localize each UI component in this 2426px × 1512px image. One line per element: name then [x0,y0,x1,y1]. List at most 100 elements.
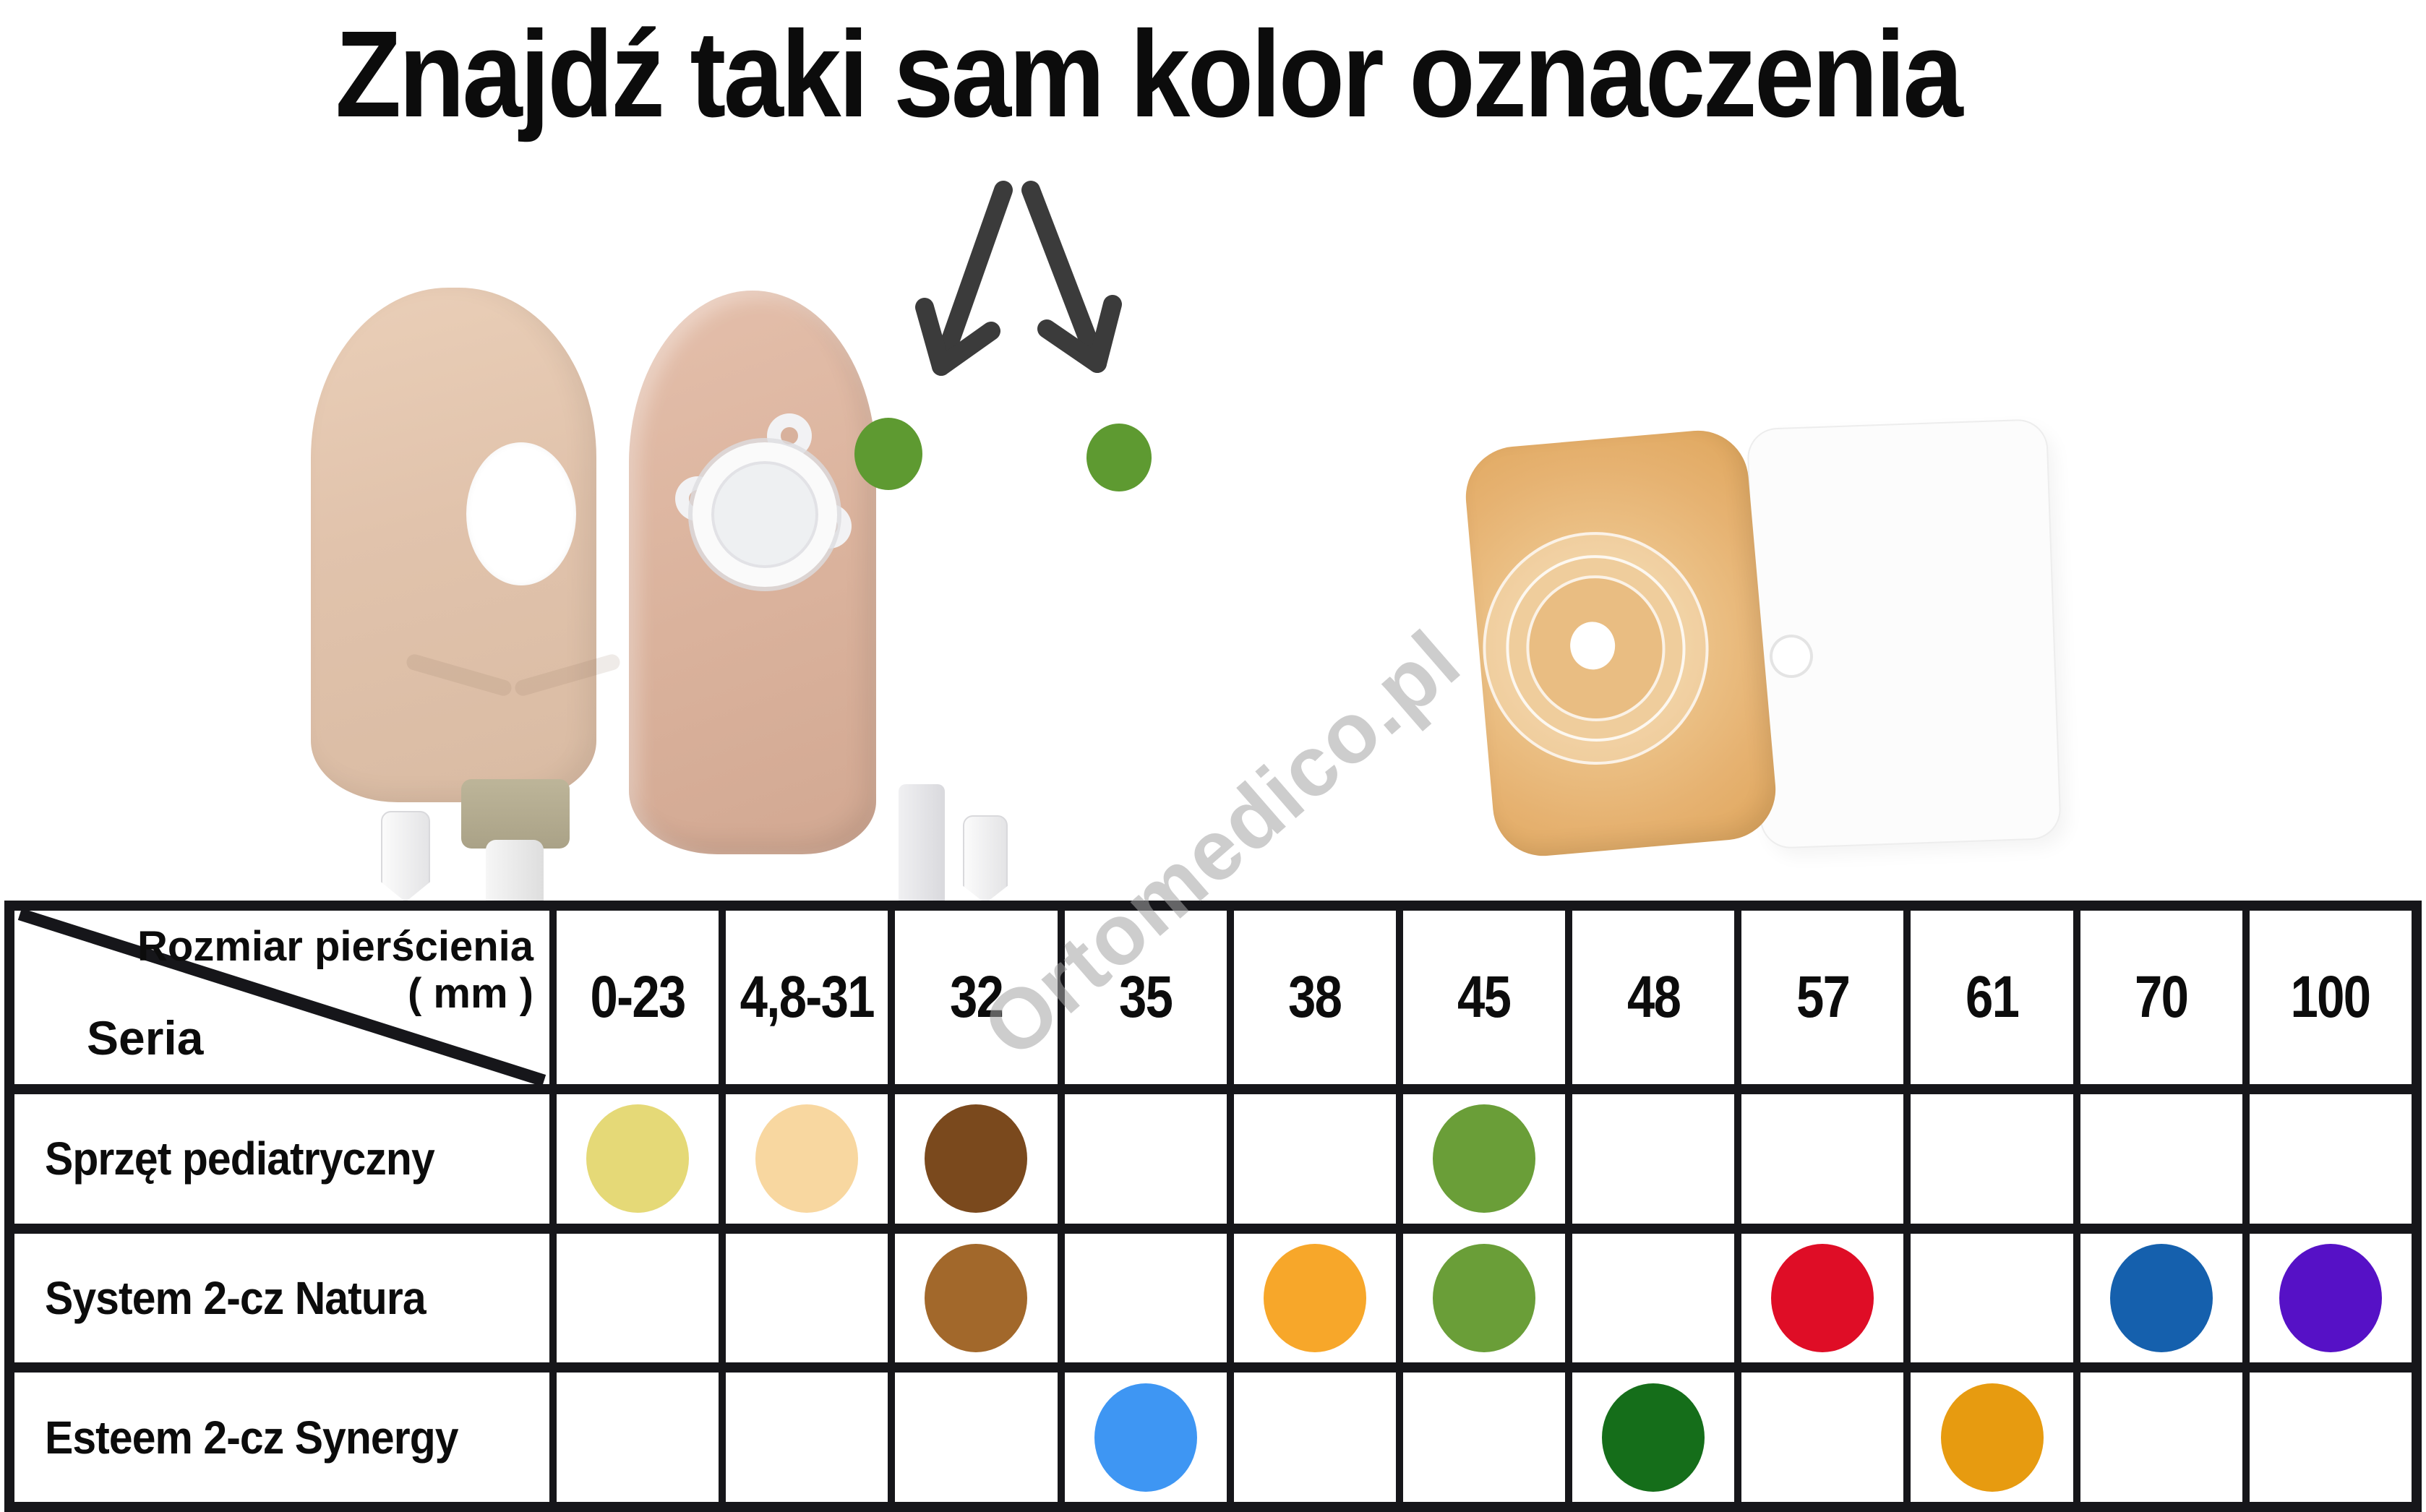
left-arrow-icon [932,181,1013,376]
empty-cell [2080,1373,2242,1502]
empty-cell [557,1233,719,1363]
right-arrow-icon [1021,181,1107,373]
col-header-text: 100 [2290,964,2372,1030]
color-cell-38 [1233,1233,1396,1363]
col-header-text: 45 [1457,964,1512,1030]
color-cell-61 [1911,1373,2073,1502]
col-header-0-23: 0-23 [557,911,719,1084]
color-cell-4,8-31 [726,1094,888,1224]
col-header-45: 45 [1402,911,1566,1084]
corner-top-label: Rozmiar pierścienia ( mm ) [137,923,533,1018]
ring-size-unit: ( mm ) [408,969,533,1017]
col-header-text: 61 [1965,964,2020,1030]
release-paper-hole [1770,635,1813,678]
pouch-drain-collar [461,779,570,849]
empty-cell [1064,1094,1227,1224]
empty-cell [1233,1094,1396,1224]
color-dot [2109,1243,2213,1352]
series-label: Seria [87,1011,204,1065]
empty-cell [2249,1373,2412,1502]
empty-cell [1911,1094,2073,1224]
empty-cell [1911,1233,2073,1363]
drain-connector [963,815,1008,903]
col-header-70: 70 [2080,911,2242,1084]
color-dot [2279,1243,2382,1352]
empty-cell [2080,1094,2242,1224]
empty-cell [1572,1094,1735,1224]
drain-connector [381,811,430,902]
color-dot [1094,1383,1197,1492]
color-dot [1432,1104,1535,1214]
col-header-text: 4,8-31 [740,964,875,1030]
col-header-32: 32 [895,911,1058,1084]
col-header-4,8-31: 4,8-31 [726,911,888,1084]
page-title: Znajdź taki sam kolor oznaczenia [335,6,1963,143]
empty-cell [1233,1373,1396,1502]
color-dot [925,1104,1028,1214]
left-arrowhead-icon [915,298,1000,376]
color-cell-45 [1402,1094,1566,1224]
empty-cell [1741,1094,1904,1224]
color-cell-35 [1064,1373,1227,1502]
color-cell-100 [2249,1233,2412,1363]
green-color-marker-right [1086,424,1152,491]
color-dot [1602,1383,1705,1492]
col-header-35: 35 [1064,911,1227,1084]
col-header-text: 38 [1288,964,1342,1030]
corner-diagonal-line [14,911,549,1084]
green-color-marker-left [854,418,922,490]
row-label-text: Esteem 2-cz Synergy [45,1411,459,1464]
row-label: Esteem 2-cz Synergy [14,1373,549,1502]
color-dot [755,1104,859,1214]
color-cell-0-23 [557,1094,719,1224]
pouch-flange-ring [693,442,837,587]
color-cell-32 [895,1233,1058,1363]
empty-cell [1741,1373,1904,1502]
color-cell-48 [1572,1373,1735,1502]
col-header-text: 70 [2135,964,2189,1030]
col-header-57: 57 [1741,911,1904,1084]
color-cell-70 [2080,1233,2242,1363]
row-label: Sprzęt pediatryczny [14,1094,549,1224]
empty-cell [557,1373,719,1502]
empty-cell [895,1373,1058,1502]
color-dot [1263,1243,1366,1352]
pouch-drain-stem [899,784,945,920]
row-label-text: System 2-cz Natura [45,1271,427,1324]
col-header-text: 32 [949,964,1004,1030]
pointer-arrows [915,181,1122,376]
col-header-text: 0-23 [590,964,687,1030]
row-label-text: Sprzęt pediatryczny [45,1133,435,1185]
release-paper [1748,419,2060,849]
col-header-text: 35 [1118,964,1173,1030]
empty-cell [726,1233,888,1363]
pouch-weld-chevron [405,647,622,697]
color-dot [1940,1383,2044,1492]
color-cell-32 [895,1094,1058,1224]
color-dot [586,1104,690,1214]
ring-size-label: Rozmiar pierścienia [137,923,533,970]
color-dot [925,1243,1028,1352]
color-cell-45 [1402,1233,1566,1363]
col-header-38: 38 [1233,911,1396,1084]
empty-cell [1402,1373,1566,1502]
right-arrowhead-icon [1037,295,1122,373]
skin-barrier-wafer [1461,426,1780,861]
col-header-text: 57 [1796,964,1851,1030]
empty-cell [726,1373,888,1502]
col-header-48: 48 [1572,911,1735,1084]
pouch-opening [466,442,576,585]
empty-cell [2249,1094,2412,1224]
corner-cell: Rozmiar pierścienia ( mm ) Seria [14,911,549,1084]
empty-cell [1572,1233,1735,1363]
size-table: Rozmiar pierścienia ( mm ) Seria 0-23 4,8… [4,901,2422,1512]
color-dot [1771,1243,1874,1352]
color-cell-57 [1741,1233,1904,1363]
color-dot [1432,1243,1535,1352]
col-header-100: 100 [2249,911,2412,1084]
row-label: System 2-cz Natura [14,1233,549,1363]
col-header-text: 48 [1626,964,1681,1030]
col-header-61: 61 [1911,911,2073,1084]
empty-cell [1064,1233,1227,1363]
